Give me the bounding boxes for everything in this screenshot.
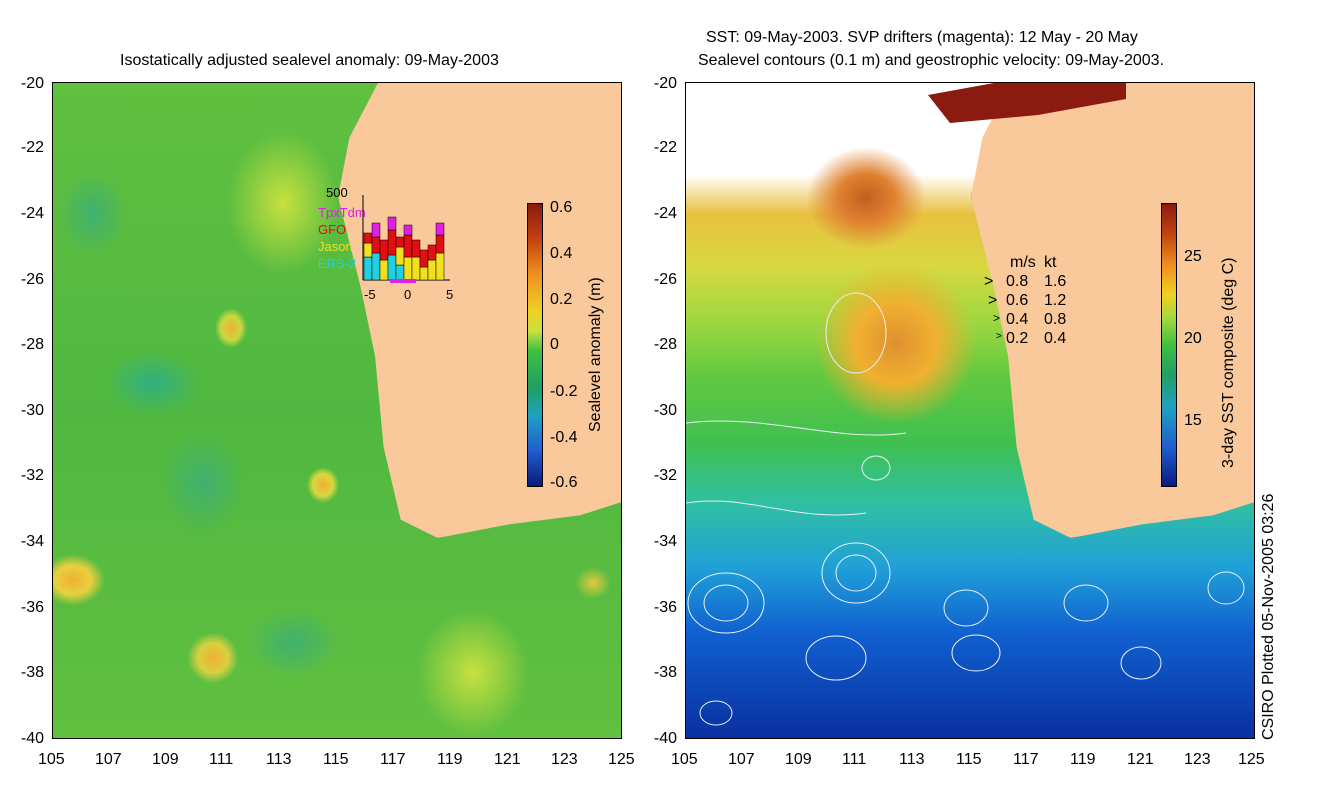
left-ytick-3: -26 bbox=[20, 271, 44, 288]
sealevel-colorbar bbox=[527, 203, 543, 487]
right-ytick-0: -20 bbox=[653, 75, 677, 92]
sst-cbar-tick-25: 25 bbox=[1184, 248, 1202, 265]
inset-xtick-0: 0 bbox=[404, 287, 412, 302]
velocity-key-ms-3: 0.2 bbox=[1006, 330, 1029, 347]
sealevel-cbar-tick-1: 0.4 bbox=[550, 245, 573, 262]
sealevel-cbar-tick-2: 0.2 bbox=[550, 291, 573, 308]
velocity-key-kt-2: 0.8 bbox=[1044, 311, 1067, 328]
velocity-key-arrow-0: > bbox=[984, 273, 994, 290]
velocity-key-header-kt: kt bbox=[1044, 254, 1057, 271]
velocity-key-kt-1: 1.2 bbox=[1044, 292, 1067, 309]
legend-ers2: ERS-2 bbox=[318, 256, 357, 271]
left-xtick-5: 115 bbox=[323, 751, 349, 768]
left-sealevel-map bbox=[52, 82, 622, 739]
right-xtick-0: 105 bbox=[671, 751, 698, 768]
velocity-key-kt-0: 1.6 bbox=[1044, 273, 1067, 290]
velocity-key-arrow-2: > bbox=[993, 311, 1001, 325]
left-xtick-9: 123 bbox=[551, 751, 578, 768]
left-xtick-0: 105 bbox=[38, 751, 65, 768]
left-xtick-4: 113 bbox=[266, 751, 292, 768]
left-xtick-10: 125 bbox=[608, 751, 635, 768]
inset-histogram-bars bbox=[363, 216, 445, 283]
right-xtick-5: 115 bbox=[956, 751, 982, 768]
sealevel-cbar-tick-0: 0.6 bbox=[550, 199, 573, 216]
observation-inset: 500 TpxTdm GFO Jason ERS-2 bbox=[318, 185, 458, 305]
velocity-key-ms-1: 0.6 bbox=[1006, 292, 1029, 309]
sealevel-cbar-tick-4: -0.2 bbox=[550, 383, 578, 400]
sst-cbar-label: 3-day SST composite (deg C) bbox=[1220, 257, 1237, 468]
left-ytick-0: -20 bbox=[20, 75, 44, 92]
left-xtick-6: 117 bbox=[380, 751, 406, 768]
inset-xtick-m5: -5 bbox=[364, 287, 376, 302]
velocity-key-ms-0: 0.8 bbox=[1006, 273, 1029, 290]
right-ytick-4: -28 bbox=[653, 336, 677, 353]
left-ytick-10: -40 bbox=[20, 730, 44, 747]
right-xtick-9: 123 bbox=[1184, 751, 1211, 768]
sealevel-cbar-tick-5: -0.4 bbox=[550, 429, 578, 446]
sst-cbar-tick-15: 15 bbox=[1184, 412, 1202, 429]
right-xtick-3: 111 bbox=[842, 751, 867, 768]
sst-colorbar bbox=[1161, 203, 1177, 487]
right-xtick-7: 119 bbox=[1070, 751, 1096, 768]
left-xtick-7: 119 bbox=[437, 751, 463, 768]
velocity-key-kt-3: 0.4 bbox=[1044, 330, 1067, 347]
right-xtick-8: 121 bbox=[1127, 751, 1154, 768]
velocity-key-arrow-3: > bbox=[996, 331, 1002, 342]
right-ytick-9: -38 bbox=[653, 664, 677, 681]
legend-jason: Jason bbox=[318, 239, 353, 254]
left-ytick-2: -24 bbox=[20, 205, 44, 222]
velocity-key-header-ms: m/s bbox=[1010, 254, 1036, 271]
left-ytick-5: -30 bbox=[20, 402, 44, 419]
right-map-title-line1: SST: 09-May-2003. SVP drifters (magenta)… bbox=[706, 29, 1138, 46]
right-ytick-10: -40 bbox=[653, 730, 677, 747]
inset-bars bbox=[362, 195, 450, 283]
right-xtick-2: 109 bbox=[785, 751, 812, 768]
right-ytick-7: -34 bbox=[653, 533, 677, 550]
left-xtick-3: 111 bbox=[209, 751, 234, 768]
right-map-title-line2: Sealevel contours (0.1 m) and geostrophi… bbox=[698, 52, 1165, 69]
left-xtick-2: 109 bbox=[152, 751, 179, 768]
left-map-title: Isostatically adjusted sealevel anomaly:… bbox=[120, 52, 499, 69]
sealevel-cbar-label: Sealevel anomaly (m) bbox=[587, 277, 604, 432]
left-xtick-1: 107 bbox=[95, 751, 122, 768]
left-ytick-8: -36 bbox=[20, 599, 44, 616]
left-ytick-4: -28 bbox=[20, 336, 44, 353]
right-xtick-1: 107 bbox=[728, 751, 755, 768]
inset-xtick-5: 5 bbox=[446, 287, 454, 302]
legend-gfo: GFO bbox=[318, 222, 347, 237]
inset-ymax-label: 500 bbox=[326, 185, 348, 200]
right-xtick-6: 117 bbox=[1013, 751, 1039, 768]
right-ytick-8: -36 bbox=[653, 599, 677, 616]
right-xtick-10: 125 bbox=[1238, 751, 1265, 768]
left-australia-landmass bbox=[338, 83, 621, 538]
sealevel-cbar-tick-6: -0.6 bbox=[550, 474, 578, 491]
legend-tpxtdm: TpxTdm bbox=[318, 205, 366, 220]
velocity-key-ms-2: 0.4 bbox=[1006, 311, 1029, 328]
left-ytick-7: -34 bbox=[20, 533, 44, 550]
left-ytick-1: -22 bbox=[20, 139, 44, 156]
left-xtick-8: 121 bbox=[494, 751, 521, 768]
left-ytick-6: -32 bbox=[20, 467, 44, 484]
right-ytick-5: -30 bbox=[653, 402, 677, 419]
right-sst-map bbox=[685, 82, 1255, 739]
velocity-key-arrow-1: > bbox=[988, 292, 998, 309]
csiro-plot-credit: CSIRO Plotted 05-Nov-2005 03:26 bbox=[1260, 493, 1277, 740]
sst-cbar-tick-20: 20 bbox=[1184, 330, 1202, 347]
right-ytick-1: -22 bbox=[653, 139, 677, 156]
sealevel-contours bbox=[686, 292, 1245, 726]
right-ytick-2: -24 bbox=[653, 205, 677, 222]
right-ytick-3: -26 bbox=[653, 271, 677, 288]
right-ytick-6: -32 bbox=[653, 467, 677, 484]
left-ytick-9: -38 bbox=[20, 664, 44, 681]
sealevel-cbar-tick-3: 0 bbox=[550, 336, 559, 353]
right-xtick-4: 113 bbox=[899, 751, 925, 768]
